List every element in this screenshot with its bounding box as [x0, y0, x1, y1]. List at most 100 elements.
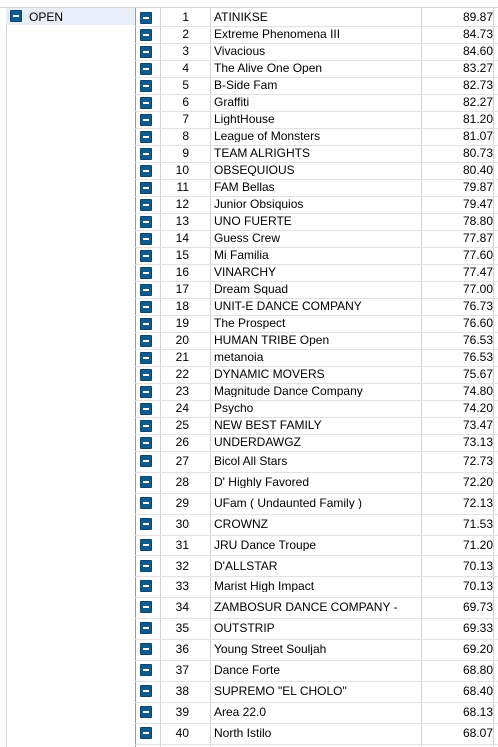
score-cell: 83.27 — [462, 61, 493, 75]
collapse-row-icon[interactable] — [140, 726, 152, 739]
table-row[interactable]: 25 NEW BEST FAMILY 73.47 — [135, 417, 498, 435]
table-row[interactable]: 12 Junior Obsiquios 79.47 — [135, 196, 498, 214]
collapse-row-icon[interactable] — [140, 114, 152, 126]
collapse-row-icon[interactable] — [140, 455, 152, 467]
collapse-row-icon[interactable] — [140, 517, 152, 530]
collapse-group-icon[interactable] — [10, 10, 22, 22]
table-row[interactable]: 21 metanoia 76.53 — [135, 349, 498, 367]
table-row[interactable]: 39 Area 22.0 68.13 — [135, 702, 498, 724]
team-name-cell: SUPREMO "EL CHOLO" — [214, 684, 347, 697]
table-row[interactable]: 2 Extreme Phenomena III 84.73 — [135, 26, 498, 44]
table-row[interactable]: 1 ATINIKSE 89.87 — [135, 9, 498, 27]
collapse-row-icon[interactable] — [140, 538, 152, 551]
table-row[interactable]: 30 CROWNZ 71.53 — [135, 514, 498, 536]
table-row[interactable]: 23 Magnitude Dance Company 74.80 — [135, 383, 498, 401]
team-name-cell: Psycho — [214, 402, 254, 414]
table-row[interactable]: 15 Mi Familia 77.60 — [135, 247, 498, 265]
collapse-row-icon[interactable] — [140, 335, 152, 347]
team-name-cell: Graffiti — [214, 96, 250, 108]
collapse-row-icon[interactable] — [140, 284, 152, 296]
collapse-row-icon[interactable] — [140, 643, 152, 656]
table-row[interactable]: 26 UNDERDAWGZ 73.13 — [135, 434, 498, 452]
table-row[interactable]: 35 OUTSTRIP 69.33 — [135, 618, 498, 641]
table-row[interactable]: 38 SUPREMO "EL CHOLO" 68.40 — [135, 681, 498, 703]
table-row[interactable]: 16 VINARCHY 77.47 — [135, 264, 498, 282]
collapse-row-icon[interactable] — [140, 97, 152, 109]
table-row[interactable]: 22 DYNAMIC MOVERS 75.67 — [135, 366, 498, 384]
score-cell: 79.47 — [462, 197, 493, 211]
collapse-row-icon[interactable] — [140, 386, 152, 398]
team-name-cell: ATINIKSE — [214, 11, 268, 23]
collapse-row-icon[interactable] — [140, 182, 152, 194]
collapse-row-icon[interactable] — [140, 80, 152, 92]
table-row[interactable]: 33 Marist High Impact 70.13 — [135, 576, 498, 599]
table-row[interactable]: 10 OBSEQUIOUS 80.40 — [135, 162, 498, 180]
collapse-row-icon[interactable] — [140, 216, 152, 228]
table-row[interactable]: 13 UNO FUERTE 78.80 — [135, 213, 498, 231]
collapse-row-icon[interactable] — [140, 369, 152, 381]
team-name-cell: DYNAMIC MOVERS — [214, 368, 325, 380]
collapse-row-icon[interactable] — [140, 705, 152, 718]
table-row[interactable]: 19 The Prospect 76.60 — [135, 315, 498, 333]
table-row[interactable]: 18 UNIT-E DANCE COMPANY 76.73 — [135, 298, 498, 316]
collapse-row-icon[interactable] — [140, 580, 152, 593]
rank-cell: 40 — [175, 725, 189, 740]
score-cell: 69.73 — [462, 600, 493, 615]
team-name-cell: UNIT-E DANCE COMPANY — [214, 300, 362, 312]
collapse-row-icon[interactable] — [140, 301, 152, 313]
score-cell: 89.87 — [462, 10, 493, 24]
collapse-row-icon[interactable] — [140, 267, 152, 279]
collapse-row-icon[interactable] — [140, 352, 152, 364]
table-row[interactable]: 5 B-Side Fam 82.73 — [135, 77, 498, 95]
collapse-row-icon[interactable] — [140, 318, 152, 330]
table-row[interactable]: 27 Bicol All Stars 72.73 — [135, 451, 498, 473]
collapse-row-icon[interactable] — [140, 420, 152, 432]
table-row[interactable]: 36 Young Street Souljah 69.20 — [135, 639, 498, 661]
table-row[interactable]: 24 Psycho 74.20 — [135, 400, 498, 418]
rank-cell: 34 — [175, 600, 189, 615]
collapse-row-icon[interactable] — [140, 622, 152, 635]
table-row[interactable]: 6 Graffiti 82.27 — [135, 94, 498, 112]
table-row[interactable]: 20 HUMAN TRIBE Open 76.53 — [135, 332, 498, 350]
table-row[interactable]: 37 Dance Forte 68.80 — [135, 660, 498, 682]
table-row[interactable]: 17 Dream Squad 77.00 — [135, 281, 498, 299]
table-row[interactable]: 4 The Alive One Open 83.27 — [135, 60, 498, 78]
table-row[interactable]: 29 UFam ( Undaunted Family ) 72.13 — [135, 493, 498, 515]
collapse-row-icon[interactable] — [140, 403, 152, 415]
collapse-row-icon[interactable] — [140, 165, 152, 177]
score-cell: 76.60 — [462, 316, 493, 330]
collapse-row-icon[interactable] — [140, 437, 152, 449]
rank-cell: 28 — [175, 474, 189, 489]
collapse-row-icon[interactable] — [140, 12, 152, 24]
table-row[interactable]: 11 FAM Bellas 79.87 — [135, 179, 498, 197]
collapse-row-icon[interactable] — [140, 475, 152, 488]
collapse-row-icon[interactable] — [140, 664, 152, 676]
collapse-row-icon[interactable] — [140, 559, 152, 572]
collapse-row-icon[interactable] — [140, 63, 152, 75]
collapse-row-icon[interactable] — [140, 684, 152, 697]
collapse-row-icon[interactable] — [140, 601, 152, 614]
collapse-row-icon[interactable] — [140, 199, 152, 211]
collapse-row-icon[interactable] — [140, 148, 152, 160]
table-row[interactable]: 40 North Istilo 68.07 — [135, 723, 498, 745]
collapse-row-icon[interactable] — [140, 131, 152, 143]
score-cell: 76.53 — [462, 350, 493, 364]
table-row[interactable]: 14 Guess Crew 77.87 — [135, 230, 498, 248]
collapse-row-icon[interactable] — [140, 46, 152, 58]
collapse-row-icon[interactable] — [140, 496, 152, 509]
score-cell: 74.20 — [462, 401, 493, 415]
collapse-row-icon[interactable] — [140, 250, 152, 262]
table-row[interactable]: 9 TEAM ALRIGHTS 80.73 — [135, 145, 498, 163]
table-row[interactable]: 31 JRU Dance Troupe 71.20 — [135, 535, 498, 557]
table-row[interactable]: 28 D' Highly Favored 72.20 — [135, 472, 498, 494]
group-header-open[interactable]: OPEN — [6, 8, 135, 25]
table-row[interactable]: 34 ZAMBOSUR DANCE COMPANY - 69.73 — [135, 597, 498, 620]
table-row[interactable]: 7 LightHouse 81.20 — [135, 111, 498, 129]
collapse-row-icon[interactable] — [140, 233, 152, 245]
rank-cell: 16 — [175, 265, 189, 279]
score-cell: 71.20 — [462, 537, 493, 552]
table-row[interactable]: 3 Vivacious 84.60 — [135, 43, 498, 61]
collapse-row-icon[interactable] — [140, 29, 152, 41]
table-row[interactable]: 8 League of Monsters 81.07 — [135, 128, 498, 146]
table-row[interactable]: 32 D'ALLSTAR 70.13 — [135, 556, 498, 578]
